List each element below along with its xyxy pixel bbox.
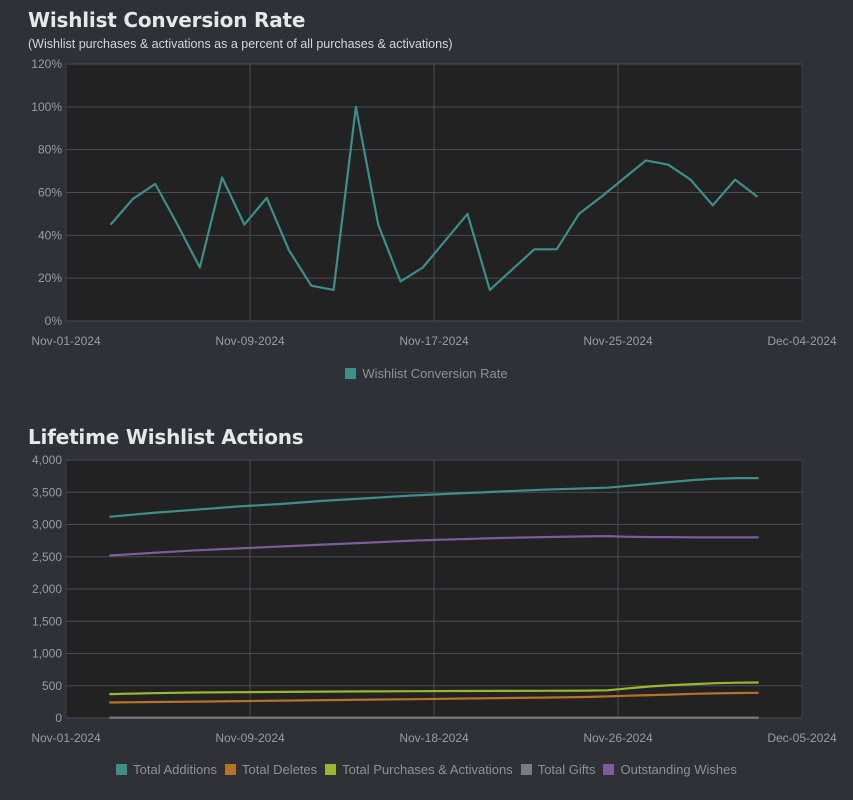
- y-tick-label: 500: [42, 679, 62, 693]
- y-tick-label: 2,500: [32, 550, 62, 564]
- legend-label: Total Additions: [133, 762, 217, 777]
- chart-legend: Wishlist Conversion Rate: [0, 366, 853, 381]
- legend-item-total-deletes[interactable]: Total Deletes: [225, 762, 317, 777]
- series-line-total-deletes[interactable]: [109, 691, 759, 704]
- x-tick-label: Nov-26-2024: [583, 731, 653, 745]
- conversion-rate-chart: 0% 20% 40% 60% 80% 100% 120% Nov-01-2024 Nov-09-…: [31, 57, 837, 348]
- y-tick-label: 0: [55, 711, 62, 725]
- legend-item-total-additions[interactable]: Total Additions: [116, 762, 217, 777]
- chart-subtitle: (Wishlist purchases & activations as a p…: [28, 37, 453, 51]
- legend-label: Total Purchases & Activations: [342, 762, 513, 777]
- legend-item-outstanding-wishes[interactable]: Outstanding Wishes: [603, 762, 737, 777]
- x-tick-label: Dec-04-2024: [767, 334, 837, 348]
- y-tick-label: 1,500: [32, 614, 62, 628]
- x-tick-label: Nov-25-2024: [583, 334, 653, 348]
- x-tick-label: Nov-09-2024: [215, 731, 285, 745]
- legend-label: Total Deletes: [242, 762, 318, 777]
- x-tick-label: Nov-01-2024: [31, 334, 101, 348]
- y-tick-label: 2,000: [32, 582, 62, 596]
- series-line-total-purchases-activations[interactable]: [109, 681, 759, 696]
- legend-swatch: [225, 764, 236, 775]
- x-tick-label: Dec-05-2024: [767, 731, 837, 745]
- lifetime-actions-chart: 0 500 1,000 1,500 2,000 2,500 3,000 3,500 4,000 N…: [31, 453, 837, 745]
- y-tick-label: 3,000: [32, 518, 62, 532]
- y-tick-label: 4,000: [32, 453, 62, 467]
- y-tick-label: 20%: [38, 271, 62, 285]
- y-tick-label: 3,500: [32, 485, 62, 499]
- chart-title: Wishlist Conversion Rate: [28, 8, 306, 32]
- legend-swatch: [520, 764, 532, 775]
- y-tick-label: 100%: [31, 100, 62, 114]
- y-tick-label: 60%: [38, 186, 62, 200]
- legend-label: Wishlist Conversion Rate: [362, 366, 508, 381]
- y-tick-label: 80%: [38, 143, 62, 157]
- x-tick-label: Nov-09-2024: [215, 334, 285, 348]
- legend-item-total-gifts[interactable]: Total Gifts: [520, 762, 596, 777]
- legend-swatch: [325, 764, 337, 775]
- series-line-total-additions[interactable]: [109, 477, 759, 518]
- x-tick-label: Nov-01-2024: [31, 731, 101, 745]
- y-tick-label: 40%: [38, 228, 62, 242]
- series-line-wishlist-conversion-rate[interactable]: [109, 105, 759, 291]
- legend-swatch: [345, 368, 357, 379]
- chart-legend: Total Additions Total Deletes Total Purc…: [0, 762, 853, 777]
- x-tick-label: Nov-18-2024: [399, 731, 469, 745]
- y-tick-label: 0%: [45, 314, 63, 328]
- chart-title: Lifetime Wishlist Actions: [28, 425, 304, 449]
- legend-item-wishlist-conversion-rate[interactable]: Wishlist Conversion Rate: [345, 366, 508, 381]
- legend-item-total-purchases-activations[interactable]: Total Purchases & Activations: [325, 762, 513, 777]
- y-tick-label: 1,000: [32, 647, 62, 661]
- legend-label: Outstanding Wishes: [620, 762, 737, 777]
- legend-swatch: [603, 764, 615, 775]
- series-line-outstanding-wishes[interactable]: [109, 534, 759, 557]
- legend-swatch: [116, 764, 128, 775]
- legend-label: Total Gifts: [537, 762, 596, 777]
- y-tick-label: 120%: [31, 57, 62, 71]
- x-tick-label: Nov-17-2024: [399, 334, 469, 348]
